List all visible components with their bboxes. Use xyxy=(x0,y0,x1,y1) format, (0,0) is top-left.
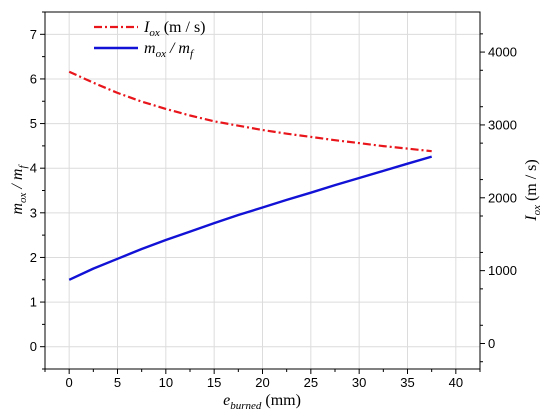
grid-lines xyxy=(45,12,480,369)
legend: Iox (m / s) mox / mf xyxy=(94,19,206,60)
legend-label-iox: Iox (m / s) xyxy=(143,19,206,39)
tick-marks xyxy=(40,11,485,374)
series-line-ratio xyxy=(68,155,433,281)
y-right-tick-label: 3000 xyxy=(488,117,517,132)
y-left-tick-label: 2 xyxy=(30,250,37,265)
y-right-axis-title: Iox (m / s) xyxy=(523,159,543,222)
y-right-tick-label: 1000 xyxy=(488,263,517,278)
y-left-axis-title: mox / mf xyxy=(9,164,29,215)
tick-labels: 0 5 10 15 20 25 30 35 40 0 1 2 3 4 5 6 7 0 1000 2000 3000 400… xyxy=(30,27,517,390)
x-tick-label: 40 xyxy=(449,375,463,390)
y-right-tick-label: 2000 xyxy=(488,190,517,205)
x-tick-label: 30 xyxy=(352,375,366,390)
legend-label-ratio: mox / mf xyxy=(144,40,195,60)
x-tick-label: 25 xyxy=(304,375,318,390)
y-left-tick-label: 1 xyxy=(30,295,37,310)
x-tick-label: 10 xyxy=(159,375,173,390)
y-left-tick-label: 5 xyxy=(30,116,37,131)
x-tick-label: 15 xyxy=(207,375,221,390)
x-tick-label: 5 xyxy=(114,375,121,390)
x-tick-label: 0 xyxy=(66,375,73,390)
y-right-tick-label: 0 xyxy=(488,336,495,351)
y-left-tick-label: 4 xyxy=(30,161,37,176)
x-axis-title: eburned (mm) xyxy=(223,392,301,412)
series-line-iox xyxy=(68,70,432,153)
y-right-tick-label: 4000 xyxy=(488,45,517,60)
x-tick-label: 35 xyxy=(400,375,414,390)
x-tick-label: 20 xyxy=(255,375,269,390)
y-left-tick-label: 0 xyxy=(30,339,37,354)
series-layer xyxy=(68,70,433,281)
y-left-tick-label: 3 xyxy=(30,205,37,220)
y-left-tick-label: 6 xyxy=(30,71,37,86)
y-left-tick-label: 7 xyxy=(30,27,37,42)
